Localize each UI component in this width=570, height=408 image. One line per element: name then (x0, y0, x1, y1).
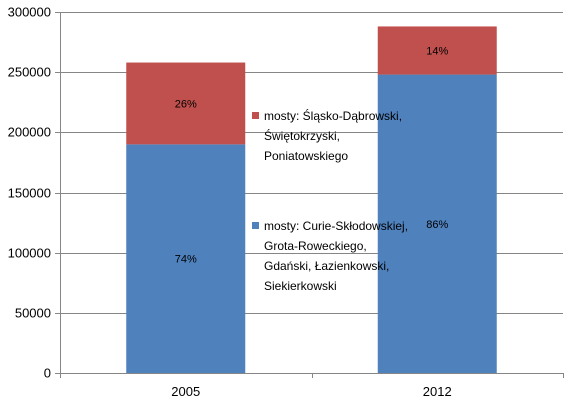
y-tick-label: 100000 (8, 246, 51, 261)
x-category-label: 2012 (423, 384, 452, 399)
data-label: 74% (175, 254, 197, 266)
y-tick-label: 50000 (15, 306, 51, 321)
legend-label-series-1: mosty: Curie-Skłodowskiej, Grota-Rowecki… (264, 219, 409, 293)
bars (126, 26, 497, 373)
legend: mosty: Curie-Skłodowskiej, Grota-Rowecki… (252, 216, 414, 296)
legend: mosty: Śląsko-Dąbrowski, Świętokrzyski, … (252, 106, 414, 166)
axes: 0 50000 100000 150000 200000 250000 300000 2005… (8, 5, 564, 399)
bar-segment (126, 144, 246, 373)
bar-segment (126, 62, 246, 145)
bar-segment (377, 26, 497, 75)
bar-segment (377, 74, 497, 373)
legend-swatch-series-2 (252, 112, 259, 119)
y-tick-label: 0 (44, 366, 51, 381)
labels: 74% 26% 86% 14% (175, 46, 449, 266)
legend-swatch-series-1 (252, 222, 259, 229)
x-category-label: 2005 (171, 384, 200, 399)
data-label: 86% (426, 219, 448, 231)
data-label: 14% (426, 46, 448, 58)
data-label: 26% (175, 98, 197, 110)
y-tick-label: 150000 (8, 186, 51, 201)
legend-item-series-1: mosty: Curie-Skłodowskiej, Grota-Rowecki… (252, 216, 414, 296)
legend-item-series-2: mosty: Śląsko-Dąbrowski, Świętokrzyski, … (252, 106, 414, 166)
y-tick-label: 300000 (8, 5, 51, 20)
y-tick-label: 200000 (8, 125, 51, 140)
legend-label-series-2: mosty: Śląsko-Dąbrowski, Świętokrzyski, … (264, 109, 403, 163)
y-tick-label: 250000 (8, 65, 51, 80)
